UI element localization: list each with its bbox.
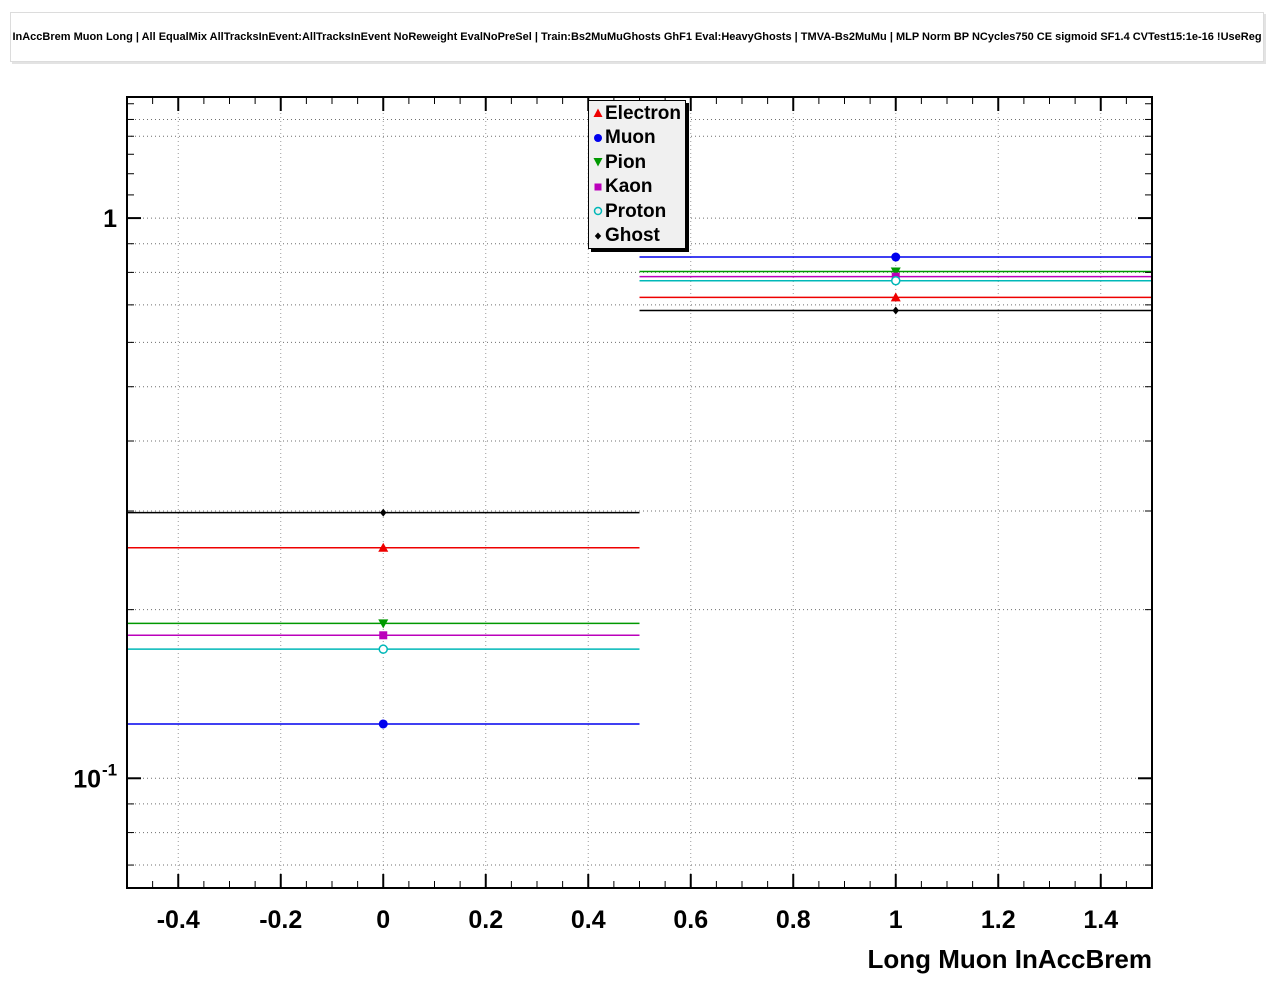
x-tick-label: 1 — [889, 906, 903, 934]
x-tick-label: -0.4 — [157, 906, 200, 934]
pion-marker-icon — [590, 155, 605, 169]
legend-label: Electron — [605, 102, 682, 124]
y-tick-label: 1 — [103, 205, 117, 233]
proton-marker-icon — [590, 204, 605, 218]
legend-entry-pion: Pion — [589, 150, 685, 175]
x-tick-label: -0.2 — [259, 906, 302, 934]
markers-pion — [378, 267, 901, 629]
markers-ghost — [380, 306, 899, 517]
kaon-marker-icon — [590, 180, 605, 194]
axis-labels-layer: -0.4 -0.2 0 0.2 0.4 0.6 0.8 1 1.2 1.4 1 10 -1 — [73, 205, 1118, 934]
legend-label: Ghost — [605, 225, 660, 247]
legend-entry-proton: Proton — [589, 199, 685, 224]
legend-entry-muon: Muon — [589, 126, 685, 151]
series-pion — [127, 270, 1152, 625]
x-tick-label: 1.2 — [981, 906, 1016, 934]
legend-label: Proton — [605, 200, 667, 222]
markers-proton — [378, 275, 901, 654]
series-ghost — [127, 309, 1152, 514]
x-axis-title: Long Muon InAccBrem — [867, 944, 1152, 974]
series-electron — [127, 296, 1152, 549]
x-tick-label: 0.6 — [673, 906, 708, 934]
legend-label: Muon — [605, 127, 656, 149]
legend-label: Kaon — [605, 176, 653, 198]
plot-title: InAccBrem Muon Long | All EqualMix AllTr… — [12, 31, 1262, 43]
x-tick-label: 0.4 — [571, 906, 606, 934]
x-tick-label: 0 — [376, 906, 390, 934]
x-tick-label: 0.2 — [468, 906, 503, 934]
legend-entry-kaon: Kaon — [589, 175, 685, 200]
legend-entry-ghost: Ghost — [589, 224, 685, 249]
y-tick-label: 10 — [73, 765, 101, 793]
ghost-marker-icon — [590, 229, 605, 243]
series-layer — [127, 252, 1152, 729]
markers-electron — [378, 292, 901, 552]
muon-marker-icon — [590, 131, 605, 145]
markers-kaon — [379, 272, 900, 640]
y-tick-exponent: -1 — [102, 760, 117, 779]
axes-layer — [126, 96, 1153, 889]
markers-muon — [378, 252, 901, 729]
legend: Electron Muon Pion Kaon Proton Ghost — [588, 100, 686, 249]
electron-marker-icon — [590, 106, 605, 120]
legend-entry-electron: Electron — [589, 101, 685, 126]
x-tick-label: 0.8 — [776, 906, 811, 934]
plot-title-box: InAccBrem Muon Long | All EqualMix AllTr… — [10, 12, 1264, 62]
x-tick-label: 1.4 — [1083, 906, 1118, 934]
legend-label: Pion — [605, 151, 647, 173]
